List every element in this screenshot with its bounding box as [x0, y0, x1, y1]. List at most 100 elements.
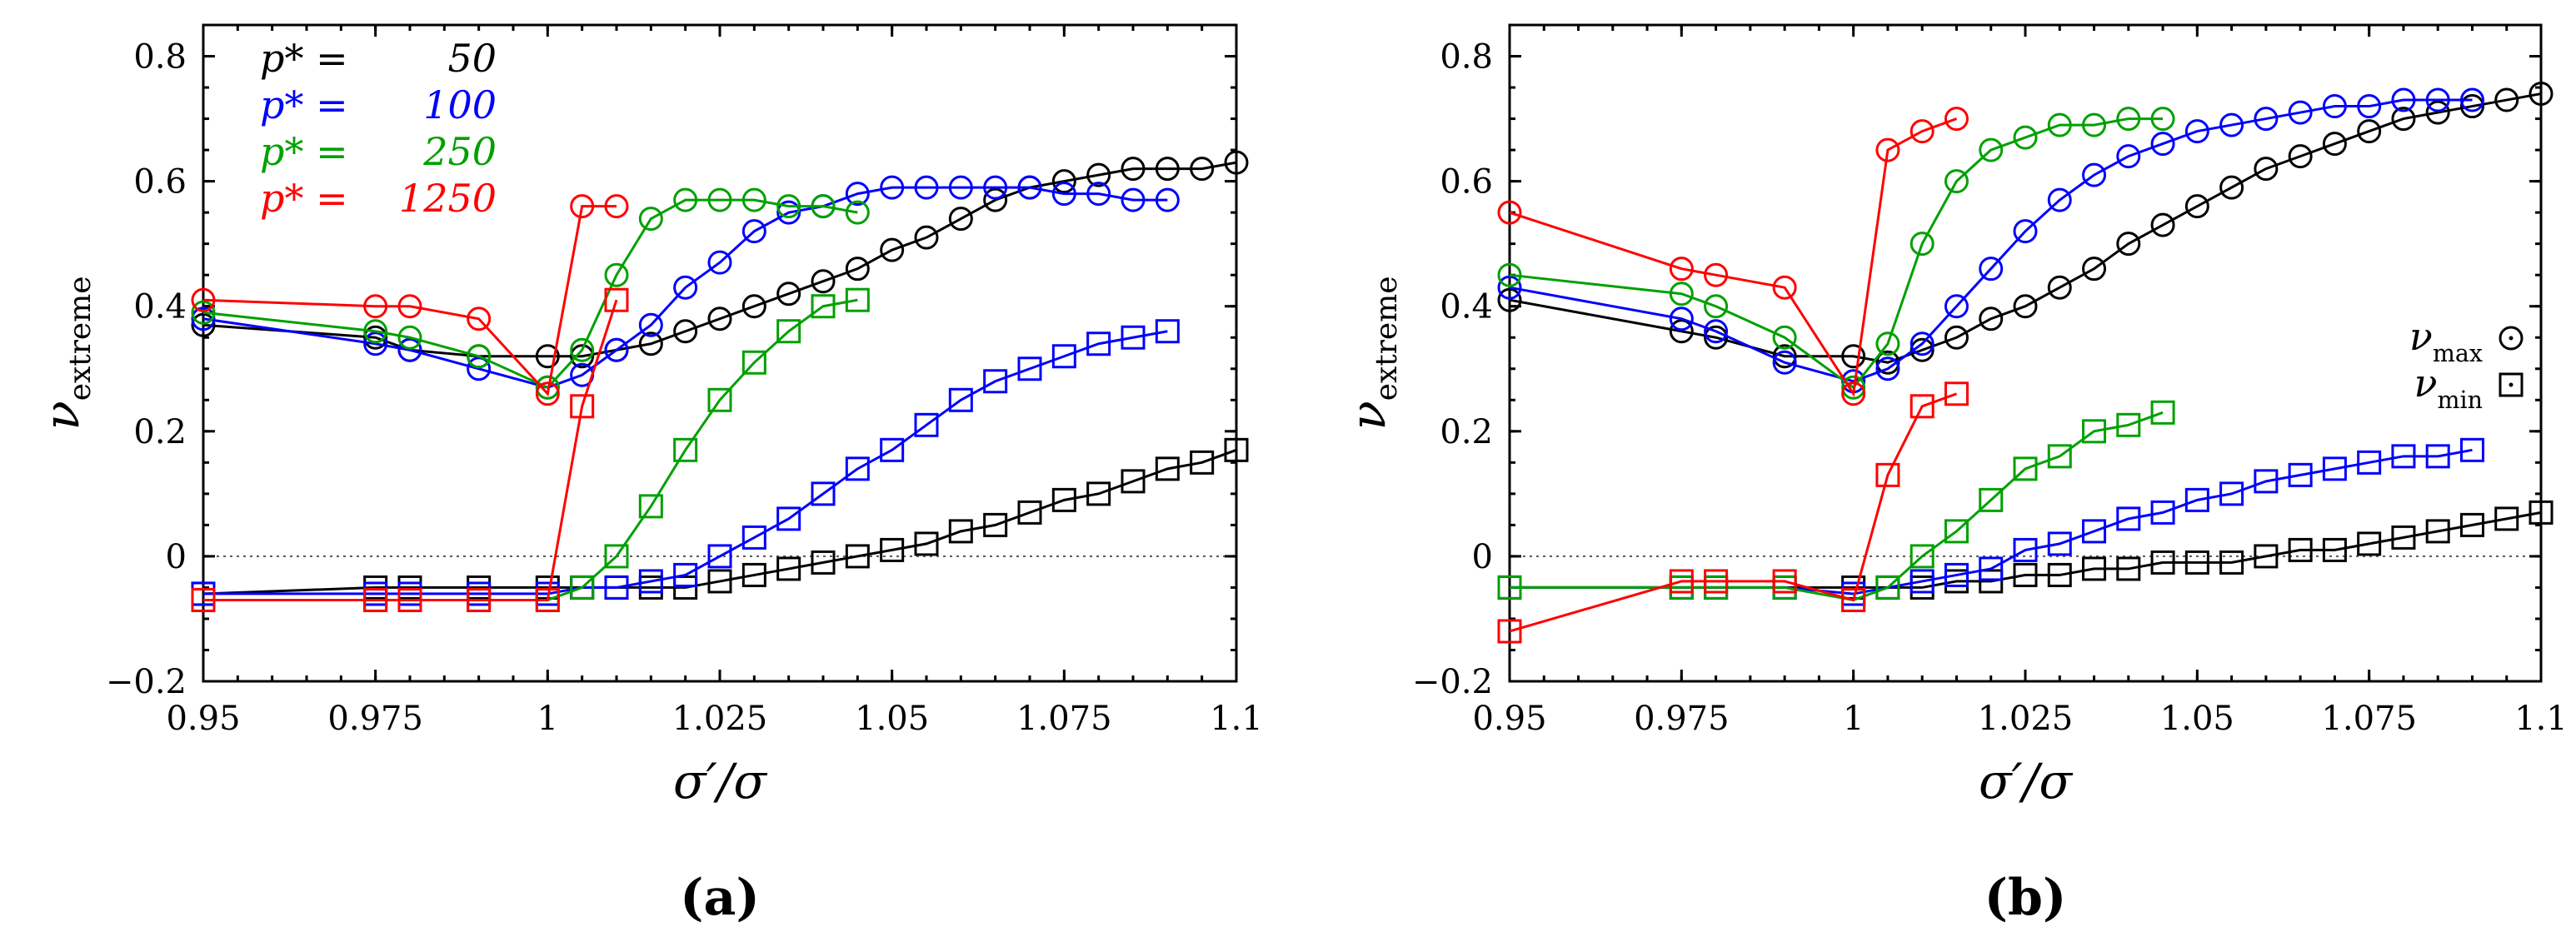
data-point-square — [845, 544, 870, 569]
data-point-square — [2288, 462, 2313, 487]
y-tick-label: 0.8 — [1440, 38, 1493, 77]
data-point-circle — [2184, 194, 2209, 219]
data-point-circle — [1669, 319, 1694, 344]
data-point-circle — [2082, 162, 2107, 187]
data-point-circle — [2322, 94, 2347, 119]
data-point-circle — [1875, 137, 1900, 162]
x-tick-label: 0.95 — [166, 700, 240, 738]
data-point-circle — [2425, 87, 2450, 112]
x-tick-label: 1.025 — [672, 700, 768, 738]
data-point-circle — [604, 337, 629, 362]
data-point-circle — [1979, 257, 2004, 282]
x-tick-label: 1.1 — [1210, 700, 1263, 738]
data-point-circle — [1944, 325, 1969, 350]
data-point-circle — [741, 187, 766, 212]
data-point-circle — [2150, 132, 2175, 157]
data-point-circle — [1979, 137, 2004, 162]
data-point-square — [1224, 437, 1249, 462]
data-point-circle — [570, 337, 595, 362]
legend-marker-square — [2499, 372, 2524, 397]
data-point-square — [2459, 512, 2484, 537]
data-point-square — [2459, 437, 2484, 462]
series-line — [1510, 411, 2164, 601]
data-point-square — [570, 575, 595, 600]
data-point-square — [1155, 456, 1180, 481]
data-point-square — [914, 531, 939, 556]
data-point-square — [467, 587, 492, 612]
y-tick-label: 0.6 — [133, 163, 187, 202]
legend-entry-value: 1250 — [399, 176, 497, 221]
data-point-square — [2184, 550, 2209, 575]
data-point-square — [2116, 412, 2141, 437]
data-point-square — [1875, 462, 1900, 487]
data-point-square — [1086, 331, 1111, 356]
data-point-square — [880, 437, 905, 462]
data-point-square — [914, 412, 939, 437]
series-line — [202, 161, 1237, 358]
data-point-square — [741, 525, 766, 550]
data-point-square — [1841, 587, 1866, 612]
x-tick-label: 1.05 — [855, 700, 929, 738]
data-point-circle — [2047, 187, 2072, 212]
data-point-circle — [1944, 107, 1969, 132]
data-point-circle — [707, 187, 732, 212]
data-point-circle — [2322, 132, 2347, 157]
data-point-circle — [1669, 257, 1694, 282]
data-point-circle — [707, 250, 732, 275]
data-point-square — [1979, 569, 2004, 594]
data-point-square — [2013, 456, 2038, 481]
legend-entry-value: 50 — [447, 36, 497, 81]
data-point-square — [983, 512, 1008, 537]
data-point-circle — [467, 356, 492, 381]
legend-entry-label: p* = — [260, 82, 348, 127]
data-point-circle — [1497, 262, 1522, 287]
y-tick-label: −0.2 — [106, 663, 187, 701]
data-point-square — [741, 562, 766, 587]
data-point-square — [2357, 450, 2382, 475]
data-point-square — [1017, 500, 1042, 525]
chart-panel-a: 0.95 0.975 1 1.025 1.05 1.075 1.1 −0.2 0 0.2 0.4 0.… — [33, 23, 1263, 927]
data-point-square — [2529, 500, 2554, 525]
data-point-square — [2047, 531, 2072, 556]
x-tick-label: 1.1 — [2514, 700, 2568, 738]
data-point-square — [845, 456, 870, 481]
data-point-circle — [2288, 144, 2313, 169]
data-point-circle — [2013, 125, 2038, 150]
data-point-square — [948, 519, 973, 544]
plot-frame — [202, 23, 1238, 683]
data-point-square — [948, 387, 973, 412]
data-point-square — [811, 294, 836, 319]
data-point-circle — [2116, 144, 2141, 169]
data-point-circle — [570, 344, 595, 369]
data-point-circle — [535, 344, 560, 369]
x-tick-label: 0.975 — [327, 700, 423, 738]
data-point-square — [811, 481, 836, 506]
data-point-square — [604, 575, 629, 600]
data-point-square — [1190, 450, 1215, 475]
data-point-square — [2322, 456, 2347, 481]
data-point-square — [673, 437, 698, 462]
data-point-circle — [811, 194, 836, 219]
data-point-circle — [2116, 232, 2141, 257]
data-point-square — [2150, 550, 2175, 575]
data-point-circle — [2219, 112, 2244, 137]
data-point-circle — [845, 200, 870, 225]
y-tick-label: −0.2 — [1412, 663, 1493, 701]
x-tick-label: 1 — [1843, 700, 1864, 738]
data-point-square — [1121, 469, 1146, 494]
data-point-circle — [1772, 275, 1797, 300]
data-point-square — [2013, 562, 2038, 587]
data-point-circle — [535, 375, 560, 400]
data-point-circle — [2150, 212, 2175, 237]
data-point-circle — [2013, 294, 2038, 319]
data-point-circle — [2459, 87, 2484, 112]
data-point-square — [1875, 575, 1900, 600]
data-point-circle — [2116, 107, 2141, 132]
data-point-circle — [2494, 87, 2519, 112]
data-point-square — [707, 569, 732, 594]
x-axis-label: σ′/σ — [1979, 753, 2073, 810]
data-point-square — [1944, 562, 1969, 587]
data-point-circle — [1910, 232, 1934, 257]
data-point-circle — [1121, 187, 1146, 212]
data-point-circle — [2254, 157, 2279, 182]
